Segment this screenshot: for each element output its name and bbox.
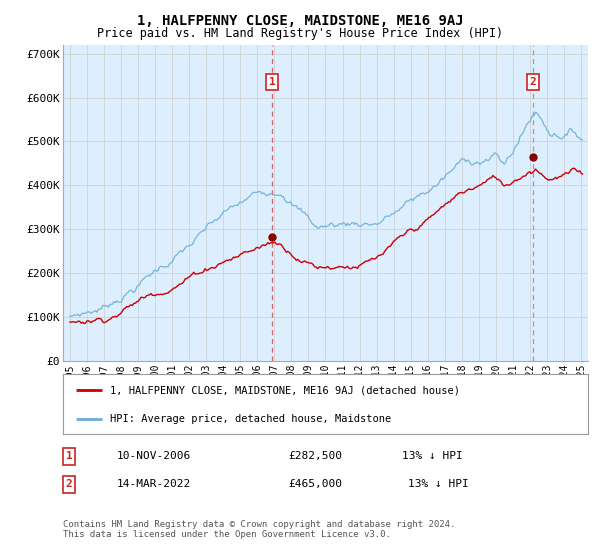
Text: Price paid vs. HM Land Registry's House Price Index (HPI): Price paid vs. HM Land Registry's House …: [97, 27, 503, 40]
Text: 13% ↓ HPI: 13% ↓ HPI: [402, 451, 463, 461]
Text: 2: 2: [65, 479, 73, 489]
Text: 2: 2: [530, 77, 536, 87]
Text: 1: 1: [269, 77, 275, 87]
Text: £282,500: £282,500: [288, 451, 342, 461]
Text: 1, HALFPENNY CLOSE, MAIDSTONE, ME16 9AJ (detached house): 1, HALFPENNY CLOSE, MAIDSTONE, ME16 9AJ …: [110, 385, 460, 395]
Text: Contains HM Land Registry data © Crown copyright and database right 2024.
This d: Contains HM Land Registry data © Crown c…: [63, 520, 455, 539]
Text: £465,000: £465,000: [288, 479, 342, 489]
Text: 14-MAR-2022: 14-MAR-2022: [117, 479, 191, 489]
Text: 10-NOV-2006: 10-NOV-2006: [117, 451, 191, 461]
Text: HPI: Average price, detached house, Maidstone: HPI: Average price, detached house, Maid…: [110, 414, 392, 424]
Text: 1, HALFPENNY CLOSE, MAIDSTONE, ME16 9AJ: 1, HALFPENNY CLOSE, MAIDSTONE, ME16 9AJ: [137, 14, 463, 28]
Text: 1: 1: [65, 451, 73, 461]
Text: 13% ↓ HPI: 13% ↓ HPI: [408, 479, 469, 489]
